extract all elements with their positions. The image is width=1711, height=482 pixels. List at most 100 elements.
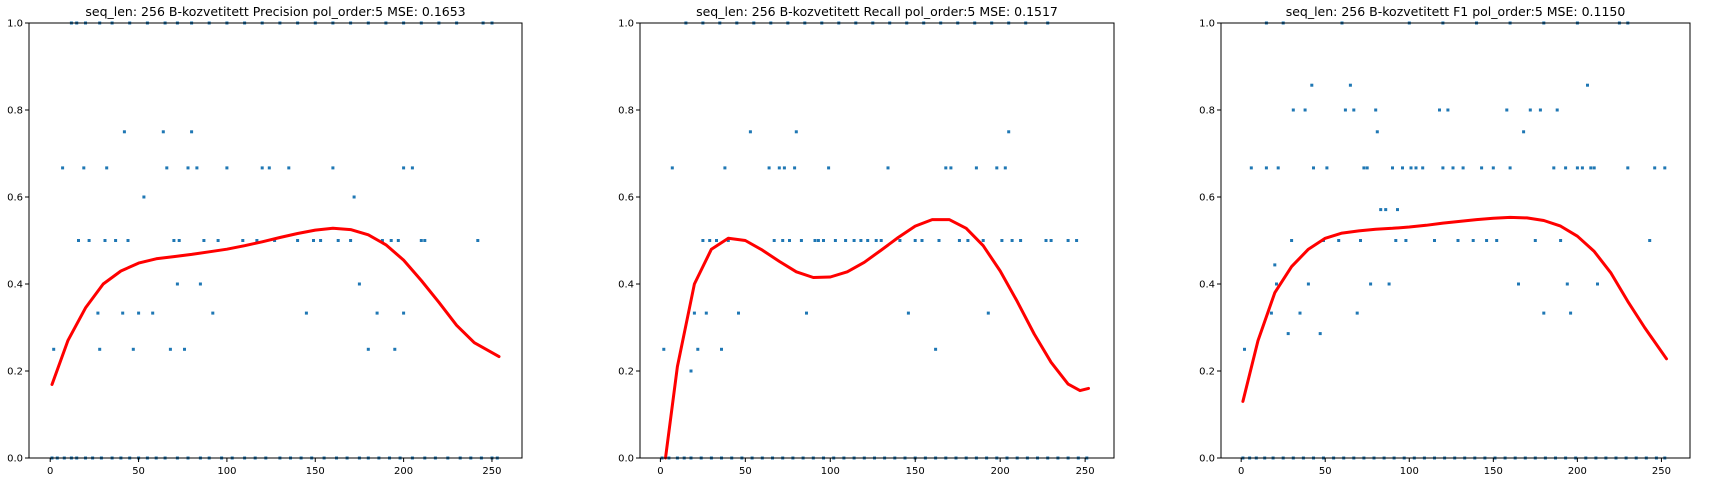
data-point — [1505, 108, 1509, 112]
data-point — [1286, 332, 1290, 336]
data-point — [1433, 239, 1436, 242]
data-point — [165, 166, 169, 170]
data-point — [1421, 166, 1425, 170]
y-tick-label: 0.8 — [7, 106, 23, 117]
data-point — [1365, 166, 1369, 170]
data-point — [410, 166, 414, 170]
data-point — [692, 311, 696, 315]
data-point — [1312, 166, 1315, 170]
data-point — [177, 239, 181, 242]
data-point — [1471, 239, 1475, 242]
data-point — [966, 239, 970, 242]
data-point — [161, 130, 165, 134]
data-point — [995, 166, 999, 170]
data-point — [1348, 83, 1352, 87]
data-point — [1298, 311, 1302, 315]
data-point — [105, 166, 109, 170]
data-point — [82, 166, 86, 170]
data-point — [1375, 130, 1379, 134]
data-point — [172, 239, 176, 242]
y-tick-label: 0.2 — [7, 367, 23, 378]
x-tick-label: 50 — [132, 466, 145, 477]
y-tick-label: 0.6 — [7, 193, 23, 204]
data-point — [304, 311, 308, 315]
data-point — [1066, 239, 1070, 242]
data-point — [1276, 166, 1280, 170]
data-point — [957, 239, 961, 242]
data-point — [375, 311, 379, 315]
data-point — [114, 239, 118, 242]
data-point — [1522, 130, 1526, 134]
data-point — [273, 239, 277, 242]
data-point — [476, 239, 480, 242]
data-point — [974, 166, 978, 170]
data-point — [1538, 108, 1542, 112]
data-point — [1451, 166, 1455, 170]
data-point — [986, 311, 990, 315]
y-tick-label: 0.0 — [1199, 454, 1215, 465]
fit-curve — [50, 226, 501, 386]
data-point — [1369, 282, 1373, 286]
data-point — [866, 239, 870, 242]
data-point — [331, 166, 335, 170]
data-point — [1653, 166, 1657, 170]
data-point — [98, 347, 102, 351]
data-point — [715, 239, 718, 242]
data-point — [827, 166, 831, 170]
data-point — [1495, 239, 1499, 242]
data-point — [389, 239, 393, 242]
data-point — [225, 166, 229, 170]
data-point — [689, 369, 693, 373]
data-point — [1387, 282, 1391, 286]
data-point — [151, 311, 155, 315]
scatter-points — [50, 21, 499, 460]
data-point — [816, 239, 820, 242]
data-point — [423, 239, 427, 242]
y-tick-label: 0.4 — [7, 280, 23, 291]
data-point — [1542, 311, 1546, 315]
data-point — [1249, 166, 1253, 170]
axes-frame — [28, 22, 523, 459]
x-tick-label: 0 — [47, 466, 53, 477]
data-point — [799, 239, 803, 242]
data-point — [1359, 239, 1362, 242]
data-point — [1264, 166, 1268, 170]
x-tick-label: 150 — [1484, 466, 1503, 477]
data-point — [216, 239, 220, 242]
data-point — [1384, 208, 1388, 212]
y-tick-label: 1.0 — [1199, 19, 1215, 30]
y-tick-label: 0.6 — [618, 193, 634, 204]
data-point — [833, 239, 837, 242]
data-point — [396, 239, 400, 242]
data-point — [937, 239, 941, 242]
data-point — [1559, 239, 1563, 242]
data-point — [186, 166, 190, 170]
data-point — [1000, 239, 1004, 242]
data-point — [1569, 311, 1573, 315]
data-point — [52, 347, 56, 351]
data-point — [1480, 166, 1484, 170]
data-point — [380, 239, 384, 242]
x-tick-label: 50 — [739, 466, 752, 477]
x-tick-label: 250 — [1076, 466, 1095, 477]
data-point — [944, 166, 948, 170]
data-point — [772, 239, 776, 242]
axes-frame — [639, 22, 1115, 459]
x-tick-label: 150 — [906, 466, 925, 477]
subplot-f1: seq_len: 256 B-kozvetitett F1 pol_order:… — [1199, 4, 1691, 477]
data-point — [1517, 282, 1520, 286]
data-point — [886, 166, 890, 170]
x-tick-label: 200 — [394, 466, 413, 477]
data-point — [357, 282, 361, 286]
x-tick-label: 0 — [1238, 466, 1244, 477]
data-point — [1592, 166, 1596, 170]
data-point — [822, 239, 825, 242]
data-point — [1528, 108, 1532, 112]
data-point — [879, 239, 883, 242]
data-point — [202, 239, 206, 242]
data-point — [696, 347, 700, 351]
data-point — [852, 239, 856, 242]
data-point — [874, 239, 878, 242]
data-point — [255, 239, 259, 242]
